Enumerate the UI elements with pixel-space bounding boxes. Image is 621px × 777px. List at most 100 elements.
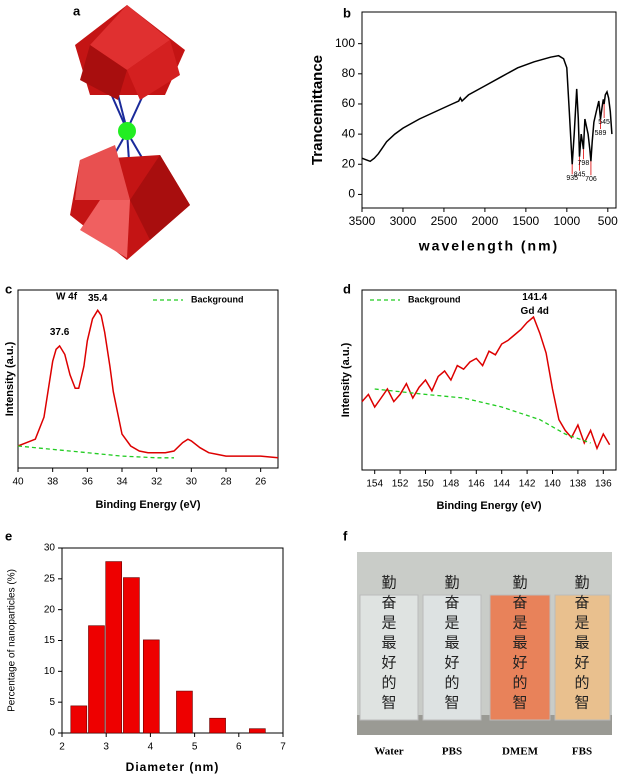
y-tick-label: 20: [44, 604, 56, 615]
tube-character: 智: [381, 694, 396, 712]
tube-character: 奋: [574, 594, 589, 612]
x-tick-label: 148: [443, 479, 460, 490]
peak-label: 706: [585, 176, 597, 183]
tube-character: 的: [574, 674, 589, 692]
tube-character: 最: [381, 634, 396, 652]
y-tick-label: 30: [44, 543, 56, 554]
tube-character: 奋: [512, 594, 527, 612]
x-tick-label: 144: [493, 479, 510, 490]
tube-character: 勤: [512, 574, 527, 592]
y-axis-label: Intensity (a.u.): [4, 341, 16, 416]
x-tick-label: 26: [255, 477, 267, 488]
bar: [176, 690, 193, 734]
tube-character: 是: [512, 614, 527, 632]
y-tick-label: 15: [44, 635, 56, 646]
x-tick-label: 2: [59, 742, 65, 753]
photo: [357, 552, 612, 735]
legend-label: Background: [191, 294, 244, 304]
x-axis-label: Binding Energy (eV): [436, 500, 541, 512]
y-axis-label: Trancemittance: [309, 55, 326, 165]
tube-character: 的: [381, 674, 396, 692]
x-axis-label: Diameter (nm): [126, 760, 220, 774]
tube-character: 最: [512, 634, 527, 652]
background-line: [17, 445, 174, 459]
plot-frame: [361, 289, 617, 471]
tube-character: 勤: [574, 574, 589, 592]
tube-character: 的: [444, 674, 459, 692]
x-tick-label: 150: [417, 479, 434, 490]
x-tick-label: 34: [116, 477, 128, 488]
x-tick-label: 140: [544, 479, 561, 490]
x-axis-label: wavelength (nm): [418, 238, 559, 254]
y-tick-label: 10: [44, 666, 56, 677]
panel-label: b: [343, 5, 351, 20]
peak-label: 845: [574, 172, 586, 179]
x-tick-label: 38: [47, 477, 59, 488]
background-line: [374, 388, 591, 444]
structure: [70, 5, 190, 260]
x-tick-label: 1500: [513, 214, 540, 228]
y-tick-label: 20: [342, 156, 356, 170]
x-tick-label: 28: [220, 477, 232, 488]
x-tick-label: 6: [236, 742, 242, 753]
x-tick-label: 500: [598, 214, 618, 228]
x-tick-label: 1000: [553, 214, 580, 228]
legend-label: Background: [408, 294, 461, 304]
tube-character: 好: [574, 654, 589, 672]
x-tick-label: 36: [82, 477, 94, 488]
tube-label: DMEM: [502, 746, 539, 758]
tube-character: 是: [574, 614, 589, 632]
x-tick-label: 3500: [349, 214, 376, 228]
x-tick-label: 5: [192, 742, 198, 753]
x-axis-label: Binding Energy (eV): [95, 499, 200, 511]
x-tick-label: 40: [12, 477, 24, 488]
y-tick-label: 0: [348, 187, 355, 201]
bar: [70, 705, 88, 734]
y-tick-label: 0: [49, 728, 55, 739]
annotation: 141.4: [522, 292, 547, 303]
tube-character: 好: [444, 654, 459, 672]
bar: [88, 625, 105, 734]
panel-label: e: [5, 528, 12, 543]
annotation: W 4f: [56, 291, 78, 302]
plot-frame: [17, 289, 279, 469]
peak-label: 545: [598, 119, 610, 126]
panel-label: a: [73, 3, 81, 18]
plot-frame: [361, 11, 617, 209]
x-tick-label: 4: [148, 742, 154, 753]
y-axis-label: Percentage of nanoparticles (%): [7, 569, 18, 712]
tube-character: 智: [444, 694, 459, 712]
x-tick-label: 3000: [390, 214, 417, 228]
x-tick-label: 30: [186, 477, 198, 488]
tube-character: 是: [444, 614, 459, 632]
tube-character: 最: [574, 634, 589, 652]
tube-character: 勤: [381, 574, 396, 592]
bar: [209, 717, 226, 734]
y-axis-label: Intensity (a.u.): [340, 342, 352, 417]
tube-character: 最: [444, 634, 459, 652]
x-tick-label: 2000: [472, 214, 499, 228]
panel-label: d: [343, 281, 351, 296]
x-tick-label: 3: [103, 742, 109, 753]
tube-character: 奋: [444, 594, 459, 612]
tube-character: 是: [381, 614, 396, 632]
spectrum-line: [361, 54, 613, 165]
x-tick-label: 146: [468, 479, 485, 490]
y-tick-label: 40: [342, 126, 356, 140]
tube-label: FBS: [572, 746, 592, 758]
x-tick-label: 138: [570, 479, 587, 490]
tube-character: 勤: [444, 574, 459, 592]
bar: [249, 728, 266, 734]
panel-label: f: [343, 528, 348, 543]
x-tick-label: 32: [151, 477, 163, 488]
x-tick-label: 152: [392, 479, 409, 490]
peak-label: 935: [566, 175, 578, 182]
y-tick-label: 60: [342, 96, 356, 110]
annotation: Gd 4d: [521, 306, 549, 317]
peak-label: 589: [595, 130, 607, 137]
x-tick-label: 154: [366, 479, 383, 490]
annotation: 37.6: [50, 327, 70, 338]
x-tick-label: 7: [280, 742, 286, 753]
tube-character: 奋: [381, 594, 396, 612]
